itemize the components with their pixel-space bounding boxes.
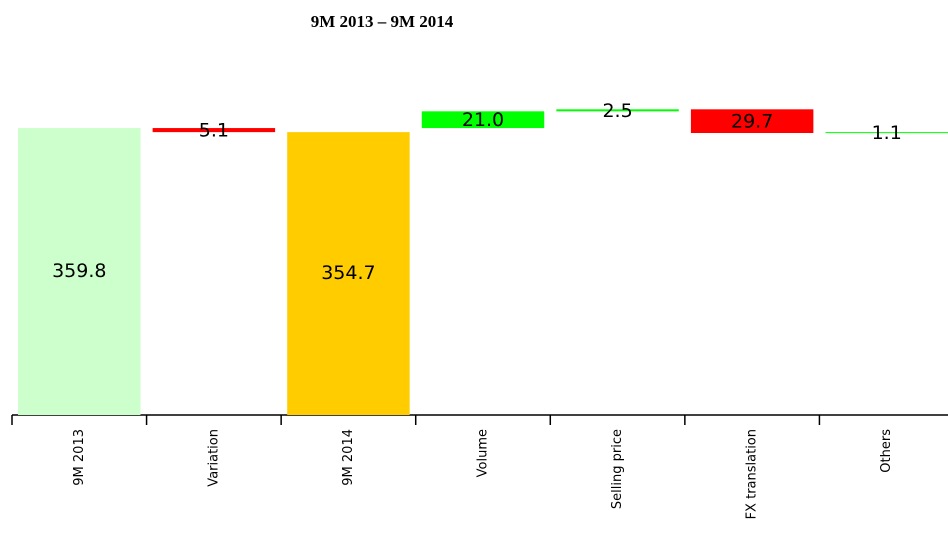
bar: [690, 109, 814, 134]
value-label: 2.5: [602, 100, 632, 122]
value-label: 1.1: [872, 122, 902, 144]
bar: [825, 132, 948, 134]
value-label: 21.0: [462, 109, 504, 131]
x-tick-label: 9M 2014: [341, 429, 356, 486]
x-tick-label: Others: [879, 429, 894, 473]
chart-title: 9M 2013 – 9M 2014: [311, 12, 454, 31]
x-tick-label: Selling price: [610, 429, 625, 509]
value-label: 354.7: [321, 262, 375, 284]
x-tick-label: FX translation: [745, 429, 760, 519]
x-tick-label: Volume: [476, 429, 491, 477]
bar: [421, 111, 545, 129]
bar: [152, 128, 276, 133]
bar: [556, 109, 679, 112]
value-label: 359.8: [52, 260, 106, 282]
x-tick-label: 9M 2013: [72, 429, 87, 486]
x-tick-label: Variation: [206, 429, 221, 487]
value-label: 5.1: [199, 120, 229, 142]
bar: [18, 128, 141, 415]
value-label: 29.7: [731, 111, 773, 133]
bar: [287, 132, 410, 415]
